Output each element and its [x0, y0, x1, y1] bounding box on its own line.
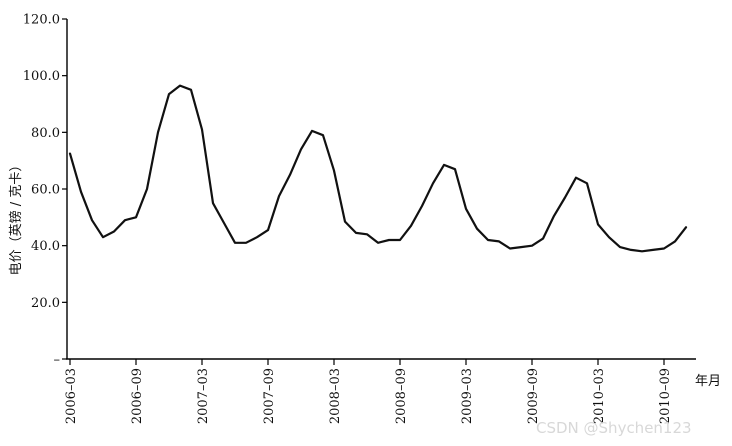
y-tick-label: –	[54, 353, 61, 368]
y-axis-ticks: – 20.0 40.0 60.0 80.0 100.0 120.0	[23, 13, 67, 368]
x-axis-ticks: 2006–03 2006–09 2007–03 2007–09 2008–03 2008–…	[64, 359, 673, 424]
y-axis-title: 电价（英镑 / 克卡）	[8, 159, 24, 276]
y-tick-label: 80.0	[31, 126, 60, 141]
y-tick-label: 120.0	[23, 13, 60, 28]
x-tick-label: 2008–09	[394, 368, 409, 424]
x-tick-label: 2009–09	[526, 368, 541, 424]
y-tick-label: 100.0	[23, 69, 60, 84]
series-line	[68, 84, 688, 253]
y-tick-label: 40.0	[31, 239, 60, 254]
watermark: CSDN @Shychen123	[536, 419, 692, 437]
y-tick-label: 60.0	[31, 183, 60, 198]
x-tick-label: 2008–03	[328, 368, 343, 424]
x-tick-label: 2010–09	[658, 368, 673, 424]
x-tick-label: 2010–03	[592, 368, 607, 424]
y-tick-label: 20.0	[31, 296, 60, 311]
x-tick-label: 2009–03	[460, 368, 475, 424]
x-tick-label: 2006–09	[130, 368, 145, 424]
x-tick-label: 2007–09	[262, 368, 277, 424]
x-tick-label: 2007–03	[196, 368, 211, 424]
x-axis-title: 年月	[695, 374, 721, 389]
x-tick-label: 2006–03	[64, 368, 79, 424]
